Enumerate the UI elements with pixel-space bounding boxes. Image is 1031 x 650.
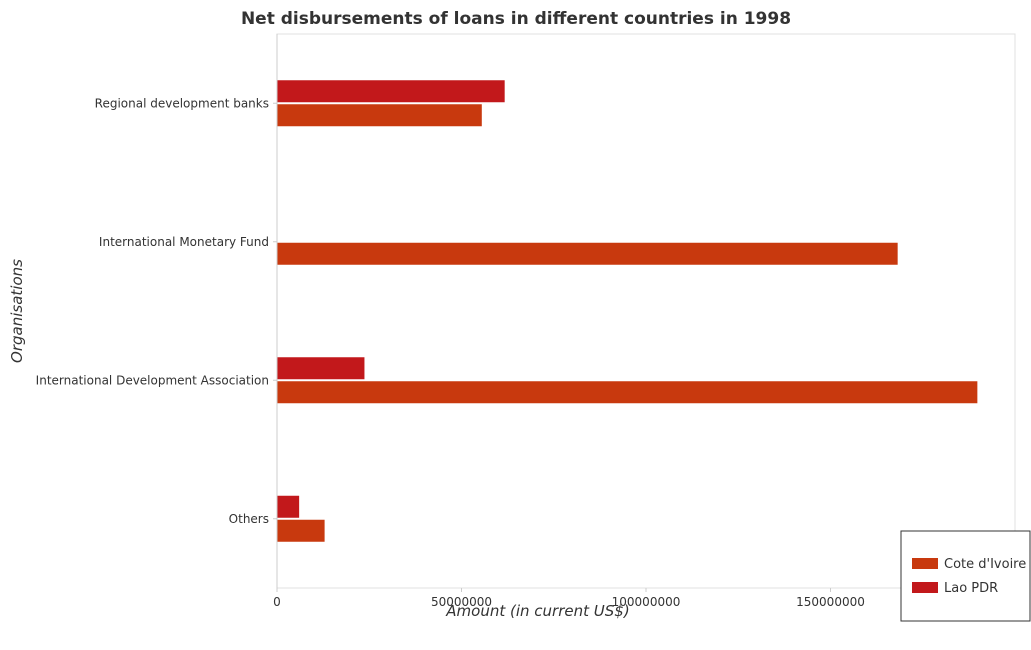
bar-cote-divoire (277, 519, 325, 542)
x-tick-labels: 0 50000000 100000000 150000000 (273, 588, 865, 609)
x-tick-label: 0 (273, 595, 281, 609)
legend: Cote d'Ivoire Lao PDR (900, 530, 1031, 622)
bar-cote-divoire (277, 381, 978, 404)
bars-group (277, 80, 978, 542)
legend-swatch-lao-pdr (912, 582, 938, 593)
x-tick-label: 100000000 (612, 595, 681, 609)
y-tick-label: Regional development banks (95, 96, 269, 110)
x-axis-label: Amount (in current US$) (445, 602, 629, 620)
bar-cote-divoire (277, 104, 482, 127)
y-tick-label: International Monetary Fund (99, 235, 269, 249)
y-tick-label: Others (229, 512, 269, 526)
legend-swatch-cote-divoire (912, 558, 938, 569)
legend-label-cote-divoire: Cote d'Ivoire (944, 557, 1026, 572)
bar-lao-pdr (277, 357, 365, 380)
y-axis-label: Organisations (8, 259, 26, 363)
bar-lao-pdr (277, 495, 300, 518)
bar-lao-pdr (277, 80, 505, 103)
legend-frame (900, 530, 1031, 622)
x-tick-label: 50000000 (431, 595, 492, 609)
chart-title: Net disbursements of loans in different … (241, 9, 791, 29)
y-tick-labels: Regional development banks International … (36, 96, 277, 526)
x-tick-label: 150000000 (796, 595, 865, 609)
bar-cote-divoire (277, 242, 898, 265)
y-tick-label: International Development Association (36, 373, 269, 387)
legend-label-lao-pdr: Lao PDR (944, 581, 998, 596)
